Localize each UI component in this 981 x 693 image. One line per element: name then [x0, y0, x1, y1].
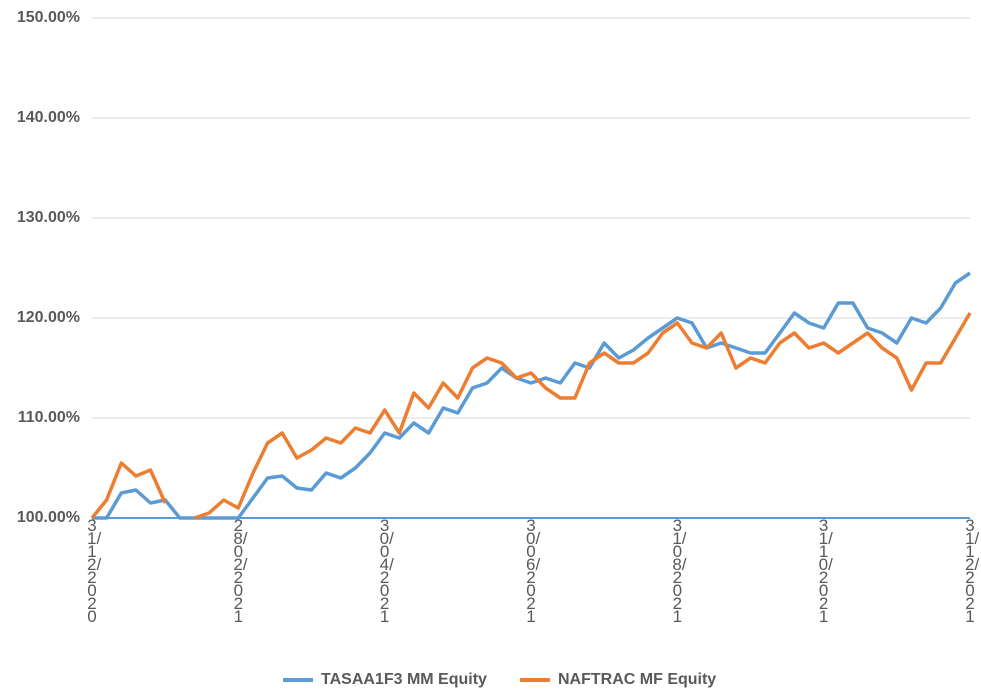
y-tick-label: 100.00%	[17, 509, 80, 526]
y-tick-label: 150.00%	[17, 9, 80, 26]
y-tick-label: 130.00%	[17, 209, 80, 226]
x-tick-label: 30/06/2021	[526, 516, 541, 626]
y-tick-label: 140.00%	[17, 109, 80, 126]
x-tick-label: 31/08/2021	[672, 516, 687, 626]
series-line	[92, 271, 971, 520]
legend-label: NAFTRAC MF Equity	[558, 671, 716, 688]
series-line	[90, 312, 972, 520]
legend-label: TASAA1F3 MM Equity	[321, 671, 487, 688]
x-tick-label: 31/12/2020	[87, 516, 102, 626]
x-tick-label: 30/04/2021	[379, 516, 394, 626]
y-tick-label: 110.00%	[18, 409, 80, 426]
x-tick-label: 31/12/2021	[965, 516, 980, 626]
x-tick-label: 31/10/2021	[818, 516, 833, 626]
x-tick-label: 28/02/2021	[233, 516, 248, 626]
y-tick-label: 120.00%	[17, 309, 80, 326]
